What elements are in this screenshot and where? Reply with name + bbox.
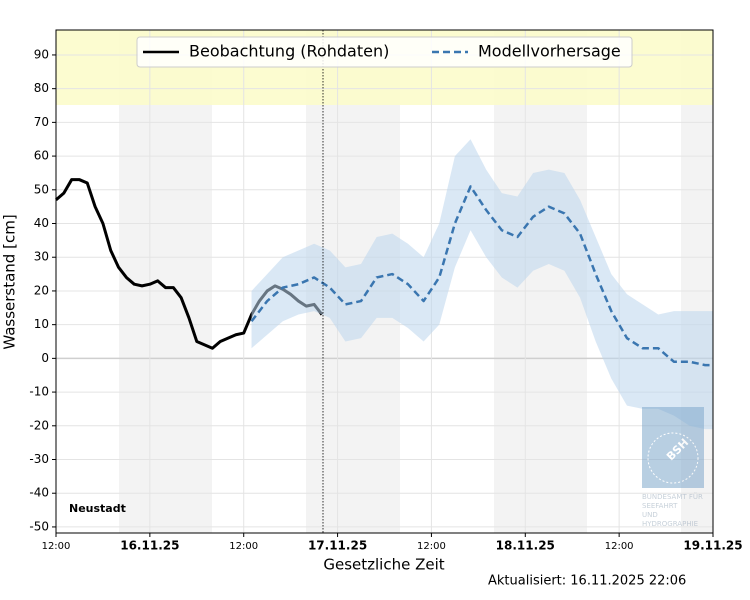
y-tick-label: 90	[34, 47, 49, 61]
logo-text: UND	[642, 511, 658, 519]
x-tick-label: 18.11.25	[496, 539, 555, 553]
logo-text: SEEFAHRT	[642, 502, 678, 510]
updated-label: Aktualisiert: 16.11.2025 22:06	[488, 574, 686, 589]
y-tick-label: 0	[41, 351, 49, 365]
station-label: Neustadt	[69, 502, 126, 515]
logo-text: HYDROGRAPHIE	[642, 520, 698, 528]
y-tick-label: 80	[34, 81, 49, 95]
x-tick-label: 17.11.25	[308, 539, 367, 553]
night-band	[119, 30, 212, 533]
y-tick-label: -10	[29, 385, 49, 399]
x-tick-label: 12:00	[605, 541, 634, 552]
y-tick-label: 70	[34, 115, 49, 129]
marks	[55, 139, 714, 430]
y-tick-label: 50	[34, 182, 49, 196]
logo: BSH BUNDESAMT FÜR SEEFAHRT UND HYDROGRAP…	[642, 407, 704, 528]
legend-box	[136, 36, 633, 68]
y-tick-label: 20	[34, 283, 49, 297]
y-tick-label: -20	[29, 418, 49, 432]
y-tick-label: 10	[34, 317, 49, 331]
plot-frame	[55, 29, 714, 534]
x-tick-label: 19.11.25	[683, 539, 742, 553]
y-tick-label: -40	[29, 486, 49, 500]
y-tick-label: 40	[34, 216, 49, 230]
y-tick-label: 30	[34, 250, 49, 264]
y-tick-label: -30	[29, 452, 49, 466]
legend-label: Beobachtung (Rohdaten)	[189, 42, 389, 61]
y-tick-label: 60	[34, 149, 49, 163]
y-axis-label: Wasserstand [cm]	[1, 214, 19, 349]
x-tick-label: 16.11.25	[120, 539, 179, 553]
legend-label: Modellvorhersage	[478, 42, 621, 61]
series-line	[250, 185, 713, 367]
x-tick-label: 12:00	[417, 541, 446, 552]
confidence-band	[251, 139, 714, 430]
logo-circle	[647, 432, 699, 484]
logo-box	[642, 407, 704, 488]
x-tick-label: 12:00	[42, 541, 71, 552]
logo-text: BUNDESAMT FÜR	[642, 492, 703, 501]
y-tick-label: -50	[29, 519, 49, 533]
x-axis-label: Gesetzliche Zeit	[323, 556, 444, 574]
x-tick-label: 12:00	[229, 541, 258, 552]
legend: Beobachtung (Rohdaten) Modellvorhersage	[136, 36, 633, 68]
